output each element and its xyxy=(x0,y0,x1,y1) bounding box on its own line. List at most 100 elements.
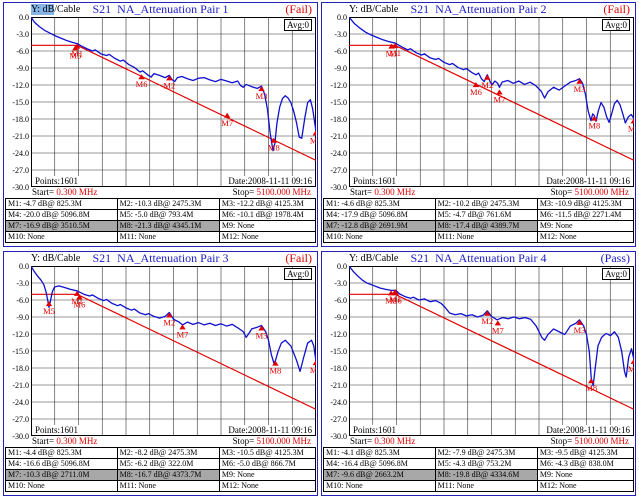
measured-trace xyxy=(31,17,316,152)
marker-cell[interactable]: M7: -12.8 dB@ 2691.9M xyxy=(323,220,436,232)
marker-label-M3: M3 xyxy=(574,84,586,94)
marker-cell[interactable]: M5: -4.7 dB@ 761.6M xyxy=(434,209,538,221)
points-label: Points:1601 xyxy=(352,425,398,435)
y-axis-unit-selector[interactable]: Y: dB/Cable xyxy=(31,253,80,264)
y-tick-label: -15.0 xyxy=(12,98,29,107)
marker-label-M6: M6 xyxy=(74,299,86,309)
marker-cell[interactable]: M3: -9.5 dB@ 4125.3M xyxy=(536,447,635,459)
y-axis-unit-suffix: /Cable xyxy=(372,253,399,264)
marker-cell[interactable]: M7: -10.3 dB@ 2711.0M xyxy=(5,469,118,481)
status-badge: (Fail) xyxy=(285,251,312,265)
y-axis-unit-suffix: /Cable xyxy=(54,253,81,264)
y-tick-label: -18.0 xyxy=(12,115,29,124)
page-title: S21 NA_Attenuation Pair 1 xyxy=(92,2,229,16)
marker-cell[interactable]: M1: -4.1 dB@ 825.3M xyxy=(323,447,436,459)
marker-cell[interactable]: M12: None xyxy=(536,480,635,492)
y-axis-unit-value: Y: dB xyxy=(31,253,55,264)
marker-cell[interactable]: M11: None xyxy=(116,231,220,243)
marker-cell[interactable]: M8: -17.4 dB@ 4389.7M xyxy=(434,220,538,232)
marker-cell[interactable]: M5: -6.2 dB@ 322.0M xyxy=(116,458,220,470)
marker-cell[interactable]: M4: -17.9 dB@ 5096.8M xyxy=(323,209,436,221)
avg-box: Avg:0 xyxy=(602,268,630,280)
y-tick-label: 0.0 xyxy=(337,13,347,22)
marker-label-M2: M2 xyxy=(481,80,493,90)
marker-cell[interactable]: M2: -10.3 dB@ 2475.3M xyxy=(116,198,220,210)
y-tick-label: -9.0 xyxy=(16,64,29,73)
marker-cell[interactable]: M11: None xyxy=(434,480,538,492)
plot-border xyxy=(31,17,316,187)
marker-table: M1: -4.1 dB@ 825.3M M2: -7.9 dB@ 2475.3M M… xyxy=(323,447,635,492)
marker-cell[interactable]: M8: -19.8 dB@ 4334.6M xyxy=(434,469,538,481)
y-axis-unit-selector[interactable]: Y: dB/Cable xyxy=(349,253,398,264)
marker-cell[interactable]: M5: -5.0 dB@ 793.4M xyxy=(116,209,220,221)
marker-cell[interactable]: M6: -5.0 dB@ 866.7M xyxy=(218,458,317,470)
marker-cell[interactable]: M4: -16.4 dB@ 5096.8M xyxy=(323,458,436,470)
marker-triangle-M4 xyxy=(630,358,634,364)
marker-cell[interactable]: M9: None xyxy=(218,469,317,481)
marker-triangle-M7 xyxy=(496,89,503,95)
date-label: Date:2008-11-11 09:16 xyxy=(545,176,631,186)
marker-cell[interactable]: M7: -16.9 dB@ 3510.5M xyxy=(5,220,118,232)
table-row: M1: -4.7 dB@ 825.3M M2: -10.3 dB@ 2475.3M… xyxy=(5,198,317,210)
marker-cell[interactable]: M6: -4.3 dB@ 838.0M xyxy=(536,458,635,470)
measured-trace xyxy=(349,17,634,124)
sweep-range-row: Start= 0.300 MHz Stop= 5100.000 MHz xyxy=(4,187,317,198)
marker-cell[interactable]: M2: -10.2 dB@ 2475.3M xyxy=(434,198,538,210)
marker-label-M2: M2 xyxy=(163,80,175,90)
marker-cell[interactable]: M8: -21.3 dB@ 4345.1M xyxy=(116,220,220,232)
marker-cell[interactable]: M12: None xyxy=(218,231,317,243)
marker-cell[interactable]: M9: None xyxy=(218,220,317,232)
marker-label-M5: M5 xyxy=(69,50,81,60)
plot-svg: M1 M2 M3 M4 M5 M6 M7 M8 xyxy=(31,17,316,187)
y-tick-label: -6.0 xyxy=(334,47,347,56)
y-tick-label: -12.0 xyxy=(330,81,347,90)
marker-cell[interactable]: M10: None xyxy=(323,231,436,243)
y-axis-unit-selector[interactable]: Y: dB/Cable xyxy=(31,4,80,15)
stop-label: Stop= xyxy=(232,187,255,197)
y-axis-unit-selector[interactable]: Y: dB/Cable xyxy=(349,4,398,15)
stop-label: Stop= xyxy=(232,436,255,446)
marker-cell[interactable]: M9: None xyxy=(536,469,635,481)
marker-cell[interactable]: M2: -7.9 dB@ 2475.3M xyxy=(434,447,538,459)
marker-label-M8: M8 xyxy=(588,121,600,131)
marker-cell[interactable]: M10: None xyxy=(5,231,118,243)
y-tick-label: -3.0 xyxy=(334,30,347,39)
marker-cell[interactable]: M3: -12.2 dB@ 4125.3M xyxy=(218,198,317,210)
marker-cell[interactable]: M4: -20.0 dB@ 5096.8M xyxy=(5,209,118,221)
marker-cell[interactable]: M2: -8.2 dB@ 2475.3M xyxy=(116,447,220,459)
marker-cell[interactable]: M6: -10.1 dB@ 1978.4M xyxy=(218,209,317,221)
marker-cell[interactable]: M1: -4.4 dB@ 825.3M xyxy=(5,447,118,459)
marker-label-M4: M4 xyxy=(628,123,634,133)
marker-cell[interactable]: M1: -4.7 dB@ 825.3M xyxy=(5,198,118,210)
y-tick-label: -21.0 xyxy=(330,132,347,141)
marker-cell[interactable]: M10: None xyxy=(5,480,118,492)
marker-triangle-M3 xyxy=(576,78,583,84)
marker-triangle-M5 xyxy=(72,45,79,51)
marker-cell[interactable]: M12: None xyxy=(218,480,317,492)
status-badge: (Pass) xyxy=(600,251,630,265)
marker-cell[interactable]: M7: -9.6 dB@ 2663.2M xyxy=(323,469,436,481)
plot-border xyxy=(349,17,634,187)
marker-cell[interactable]: M4: -16.6 dB@ 5096.8M xyxy=(5,458,118,470)
marker-cell[interactable]: M3: -10.9 dB@ 4125.3M xyxy=(536,198,635,210)
marker-triangle-M7 xyxy=(494,320,502,326)
marker-cell[interactable]: M11: None xyxy=(434,231,538,243)
marker-cell[interactable]: M1: -4.6 dB@ 825.3M xyxy=(323,198,436,210)
marker-triangle-M3 xyxy=(258,325,265,331)
marker-label-M6: M6 xyxy=(390,295,402,305)
plot-svg: M1 M2 M3 M4 M5 M6 M7 M8 xyxy=(31,266,316,436)
marker-cell[interactable]: M12: None xyxy=(536,231,635,243)
marker-cell[interactable]: M11: None xyxy=(116,480,220,492)
table-row: M10: None M11: None M12: None xyxy=(5,231,317,243)
marker-cell[interactable]: M9: None xyxy=(536,220,635,232)
marker-triangle-M4 xyxy=(630,118,634,124)
marker-cell[interactable]: M10: None xyxy=(323,480,436,492)
marker-cell[interactable]: M3: -10.5 dB@ 4125.3M xyxy=(218,447,317,459)
stop-value: 5100.000 MHz xyxy=(574,187,630,197)
marker-cell[interactable]: M5: -4.3 dB@ 753.2M xyxy=(434,458,538,470)
marker-cell[interactable]: M6: -11.5 dB@ 2271.4M xyxy=(536,209,635,221)
marker-label-M2: M2 xyxy=(163,317,175,327)
marker-cell[interactable]: M8: -16.7 dB@ 4373.7M xyxy=(116,469,220,481)
measured-trace xyxy=(349,266,634,387)
table-row: M7: -12.8 dB@ 2691.9M M8: -17.4 dB@ 4389.… xyxy=(323,220,635,232)
